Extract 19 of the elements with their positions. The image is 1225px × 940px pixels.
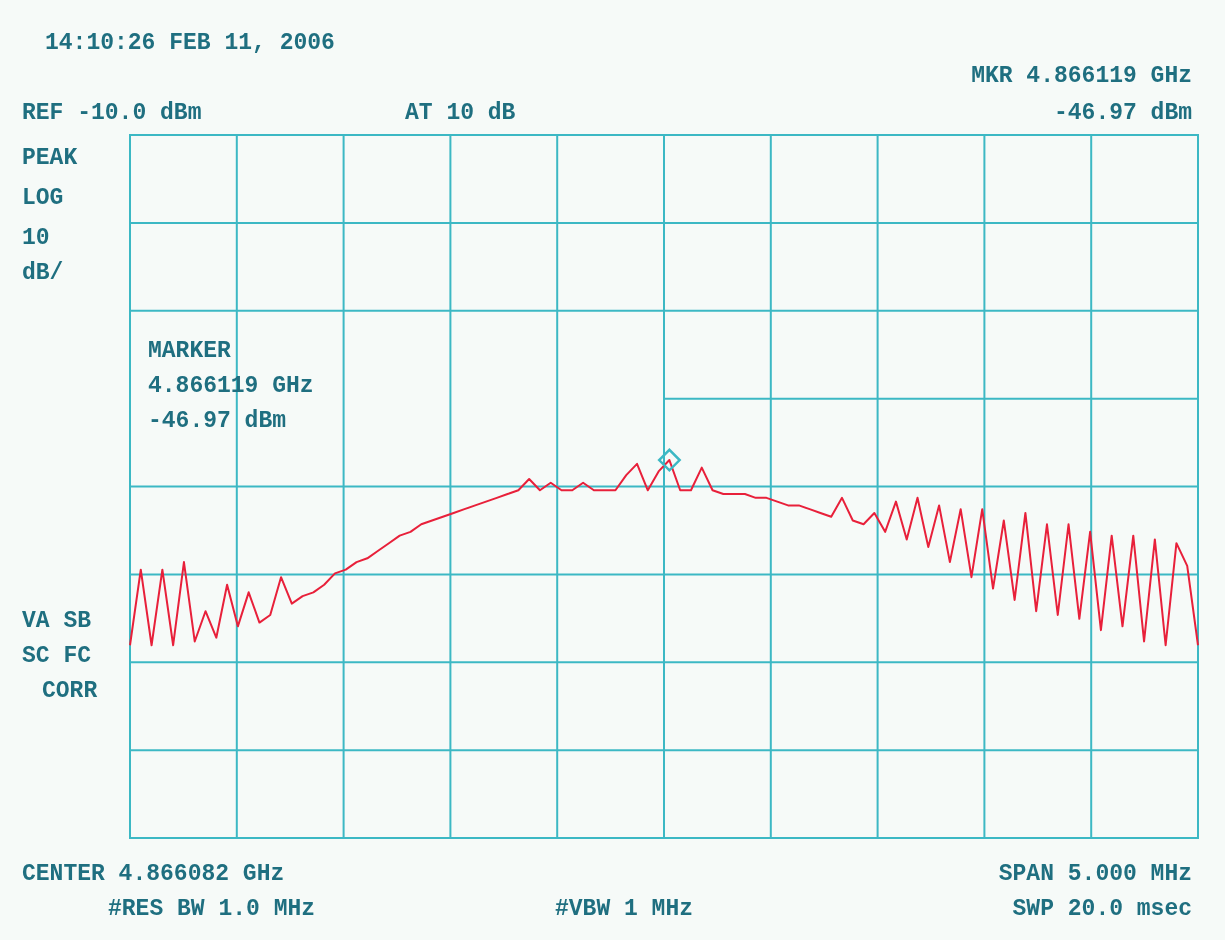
text: CENTER 4.866082 GHz bbox=[22, 861, 285, 887]
text: SWP 20.0 msec bbox=[1012, 896, 1192, 922]
text: dB/ bbox=[22, 260, 64, 286]
text: LOG bbox=[22, 185, 64, 211]
text: VA SB bbox=[22, 608, 92, 634]
text: REF -10.0 dBm bbox=[22, 100, 202, 126]
text: -46.97 dBm bbox=[148, 408, 287, 434]
text: MARKER bbox=[148, 338, 232, 364]
text: #RES BW 1.0 MHz bbox=[108, 896, 316, 922]
text: #VBW 1 MHz bbox=[555, 896, 694, 922]
text: PEAK bbox=[22, 145, 78, 171]
text: SC FC bbox=[22, 643, 92, 669]
text: -46.97 dBm bbox=[1053, 100, 1192, 126]
text: MKR 4.866119 GHz bbox=[971, 63, 1192, 89]
text: SPAN 5.000 MHz bbox=[998, 861, 1192, 887]
text: AT 10 dB bbox=[405, 100, 516, 126]
text: 10 bbox=[22, 225, 50, 251]
text: 14:10:26 FEB 11, 2006 bbox=[45, 30, 335, 56]
text: CORR bbox=[42, 678, 98, 704]
